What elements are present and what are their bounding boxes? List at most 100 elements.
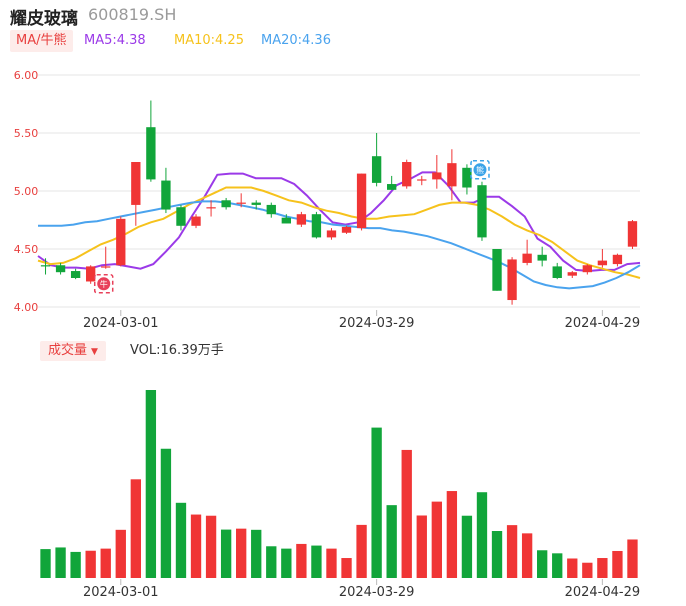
candle-body bbox=[86, 266, 96, 282]
volume-bar bbox=[236, 528, 247, 578]
candle-body bbox=[40, 265, 51, 267]
volume-bar bbox=[55, 547, 66, 578]
candle bbox=[296, 211, 307, 227]
candle-body bbox=[146, 127, 156, 180]
buy-signal-icon: 牛 bbox=[93, 274, 114, 294]
signal-frame bbox=[93, 274, 114, 294]
volume-bar bbox=[311, 545, 322, 578]
volume-bar bbox=[356, 524, 367, 578]
candle bbox=[236, 193, 246, 208]
candle bbox=[387, 175, 397, 190]
candle bbox=[402, 159, 412, 189]
price-x-axis: 2024-03-01 2024-03-29 2024-04-29 bbox=[83, 310, 640, 331]
sell-signal-icon: 熊 bbox=[470, 160, 490, 180]
candle-body bbox=[266, 204, 276, 215]
volume-bar bbox=[506, 525, 518, 578]
candle bbox=[356, 173, 367, 231]
volume-indicator-selector[interactable]: 成交量 ▼ bbox=[40, 341, 106, 361]
candle-body bbox=[507, 259, 517, 301]
candle bbox=[101, 246, 111, 269]
candle-body bbox=[522, 253, 532, 263]
candle-body bbox=[131, 162, 141, 205]
candle-body bbox=[176, 207, 186, 226]
volume-bar bbox=[190, 514, 202, 578]
x-tick-label: 2024-03-29 bbox=[339, 585, 415, 600]
candle-body bbox=[206, 207, 216, 209]
candle bbox=[627, 220, 638, 249]
volume-bar bbox=[205, 515, 217, 578]
volume-bar bbox=[461, 515, 473, 578]
candle-body bbox=[447, 163, 457, 187]
volume-bar bbox=[446, 491, 458, 578]
y-tick-label: 5.00 bbox=[14, 185, 39, 198]
candle bbox=[40, 258, 51, 275]
ma20-legend: MA20:4.36 bbox=[261, 33, 331, 48]
volume-value: VOL:16.39万手 bbox=[130, 343, 224, 358]
candle-body bbox=[281, 217, 291, 224]
x-tick-label: 2024-03-29 bbox=[339, 316, 415, 331]
candle bbox=[266, 202, 276, 218]
candle-body bbox=[251, 202, 261, 205]
stock-header: 耀皮玻璃 600819.SH bbox=[0, 0, 686, 30]
volume-bar bbox=[552, 553, 563, 578]
volume-bar bbox=[491, 531, 503, 578]
candlesticks bbox=[40, 100, 638, 305]
price-grid bbox=[38, 74, 640, 308]
volume-bar bbox=[401, 449, 412, 578]
signal-label: 牛 bbox=[100, 279, 108, 289]
volume-bar bbox=[115, 529, 126, 578]
y-tick-label: 4.50 bbox=[14, 243, 39, 256]
candle-body bbox=[432, 172, 442, 180]
candle bbox=[537, 246, 547, 267]
volume-bar bbox=[431, 501, 442, 578]
volume-bar bbox=[341, 558, 352, 578]
candle-body bbox=[567, 272, 577, 276]
candle bbox=[251, 200, 261, 210]
volume-bar bbox=[627, 539, 638, 578]
candle-body bbox=[70, 271, 81, 278]
candle bbox=[492, 249, 502, 291]
candle bbox=[507, 257, 517, 305]
candle bbox=[371, 133, 382, 187]
volume-bar bbox=[220, 529, 232, 578]
signal-dot bbox=[473, 163, 487, 177]
candle bbox=[55, 262, 66, 275]
candle bbox=[582, 264, 592, 275]
ma5-line bbox=[37, 171, 641, 273]
volume-bar bbox=[567, 558, 578, 578]
volume-bar bbox=[85, 550, 96, 578]
candle bbox=[417, 175, 427, 186]
candle-body bbox=[55, 265, 66, 273]
candle bbox=[206, 200, 216, 217]
candle bbox=[146, 100, 156, 182]
ma10-legend: MA10:4.25 bbox=[174, 33, 244, 48]
volume-bar bbox=[160, 448, 172, 578]
volume-tag-label: 成交量 bbox=[48, 343, 88, 358]
candle bbox=[567, 271, 577, 278]
candle-body bbox=[341, 226, 352, 233]
candle bbox=[341, 225, 352, 234]
volume-legend: 成交量 ▼ VOL:16.39万手 bbox=[0, 338, 686, 364]
volume-bar bbox=[476, 492, 488, 578]
volume-bar bbox=[175, 502, 187, 578]
volume-bar bbox=[326, 548, 337, 578]
candle bbox=[281, 214, 291, 224]
volume-bar bbox=[537, 550, 548, 578]
candle-body bbox=[492, 249, 502, 291]
candle-body bbox=[552, 266, 562, 278]
volume-bar bbox=[70, 551, 81, 578]
y-tick-label: 4.00 bbox=[14, 301, 39, 314]
candle-body bbox=[582, 265, 592, 273]
signal-dot bbox=[97, 277, 111, 291]
volume-bar bbox=[521, 533, 533, 578]
candle bbox=[597, 249, 608, 268]
volume-bars bbox=[40, 390, 638, 578]
ma-indicator-selector[interactable]: MA/牛熊 bbox=[10, 30, 73, 52]
volume-bar bbox=[386, 505, 397, 578]
candle-body bbox=[116, 218, 126, 266]
candle-body bbox=[627, 221, 638, 247]
price-y-axis: 6.00 5.50 5.00 4.50 4.00 bbox=[14, 69, 39, 314]
candle-body bbox=[311, 214, 322, 238]
candle bbox=[552, 262, 562, 280]
volume-bar bbox=[100, 548, 111, 578]
